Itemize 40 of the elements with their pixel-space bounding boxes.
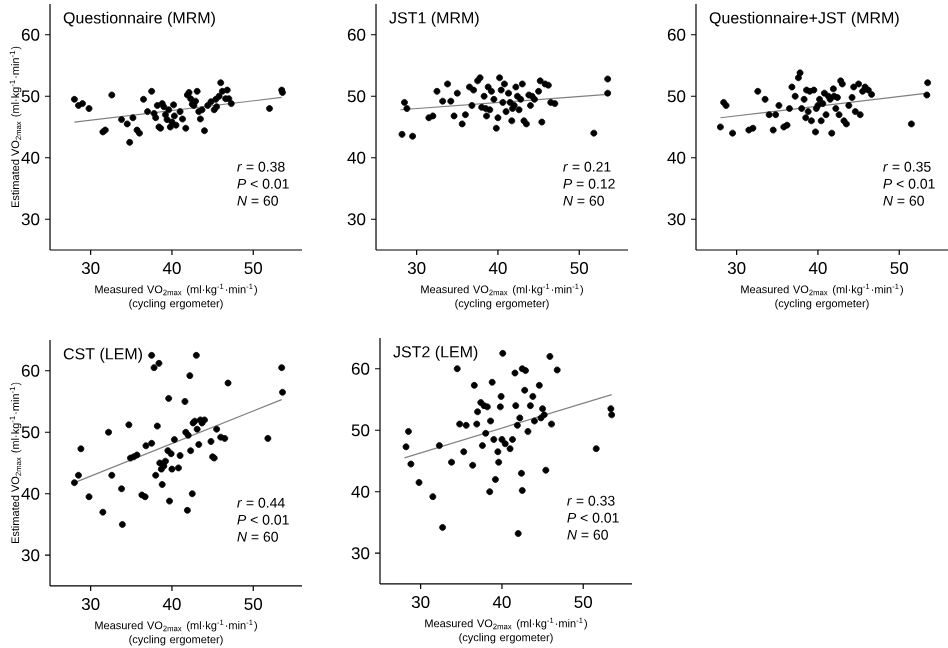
x-tick-label: 30	[407, 262, 426, 275]
x-tick-label: 30	[411, 596, 430, 609]
y-tick-label: 40	[21, 151, 40, 164]
x-tick-label: 40	[488, 262, 507, 275]
y-tick-label: 60	[347, 28, 366, 41]
y-tick-label: 30	[351, 547, 370, 560]
x-tick-label: 30	[81, 598, 100, 611]
chart-title: JST2 (LEM)	[393, 345, 478, 361]
chart-title: Questionnaire (MRM)	[63, 11, 215, 27]
x-tick-label: 50	[244, 262, 263, 275]
y-tick-label: 50	[667, 90, 686, 103]
y-tick-label: 50	[351, 424, 370, 437]
y-tick-label: 60	[21, 28, 40, 41]
y-tick-label: 50	[347, 90, 366, 103]
y-tick-label: 50	[21, 90, 40, 103]
x-tick-label: 40	[808, 262, 827, 275]
x-tick-label: 50	[244, 598, 263, 611]
y-tick-label: 60	[667, 28, 686, 41]
x-tick-label: 30	[727, 262, 746, 275]
x-tick-label: 40	[492, 596, 511, 609]
x-tick-label: 40	[162, 598, 181, 611]
x-tick-label: 50	[570, 262, 588, 275]
y-tick-label: 40	[21, 487, 40, 500]
y-tick-label: 40	[667, 151, 686, 164]
y-tick-label: 30	[21, 213, 40, 226]
y-tick-label: 60	[351, 362, 370, 375]
x-tick-label: 30	[81, 262, 100, 275]
y-tick-label: 40	[347, 151, 366, 164]
y-tick-label: 30	[347, 213, 366, 226]
x-tick-label: 50	[890, 262, 908, 275]
y-tick-label: 40	[351, 485, 370, 498]
chart-title: JST1 (MRM)	[389, 11, 479, 27]
x-tick-label: 40	[162, 262, 181, 275]
chart-title: CST (LEM)	[63, 347, 142, 363]
y-tick-label: 30	[667, 213, 686, 226]
y-tick-label: 60	[21, 364, 40, 377]
y-tick-label: 50	[21, 426, 40, 439]
y-tick-label: 30	[21, 549, 40, 562]
x-tick-label: 50	[574, 596, 592, 609]
chart-title: Questionnaire+JST (MRM)	[709, 11, 899, 27]
